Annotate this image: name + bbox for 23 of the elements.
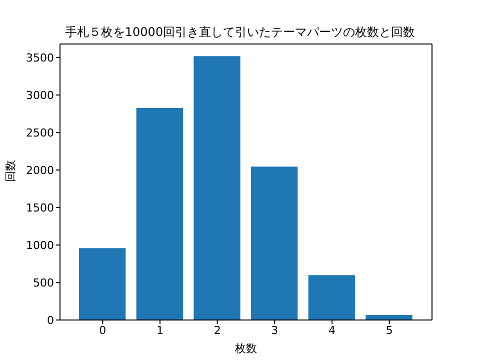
x-tick-label: 3 — [271, 324, 278, 337]
bar — [308, 275, 355, 320]
y-tick-label: 0 — [47, 314, 54, 327]
y-tick-label: 2000 — [26, 164, 54, 177]
bar — [79, 248, 126, 320]
bar — [136, 108, 183, 320]
x-axis-title: 枚数 — [234, 342, 257, 355]
x-tick-label: 1 — [156, 324, 164, 337]
bar — [251, 166, 298, 320]
y-tick-label: 3500 — [26, 51, 54, 64]
bar — [194, 56, 240, 320]
x-tick-label: 2 — [214, 324, 221, 337]
y-tick-label: 500 — [33, 276, 54, 290]
y-axis-title: 回数 — [4, 160, 17, 182]
x-tick-label: 4 — [328, 324, 336, 337]
chart-title: 手札５枚を10000回引き直して引いたテーマパーツの枚数と回数 — [64, 24, 416, 41]
bar — [366, 314, 412, 320]
y-tick-label: 3000 — [26, 88, 54, 102]
x-tick-label: 5 — [386, 324, 393, 337]
y-tick-label: 2500 — [26, 126, 54, 140]
x-tick-label: 0 — [99, 324, 106, 337]
y-tick-label: 1000 — [26, 238, 54, 252]
y-tick-label: 1500 — [26, 201, 54, 214]
